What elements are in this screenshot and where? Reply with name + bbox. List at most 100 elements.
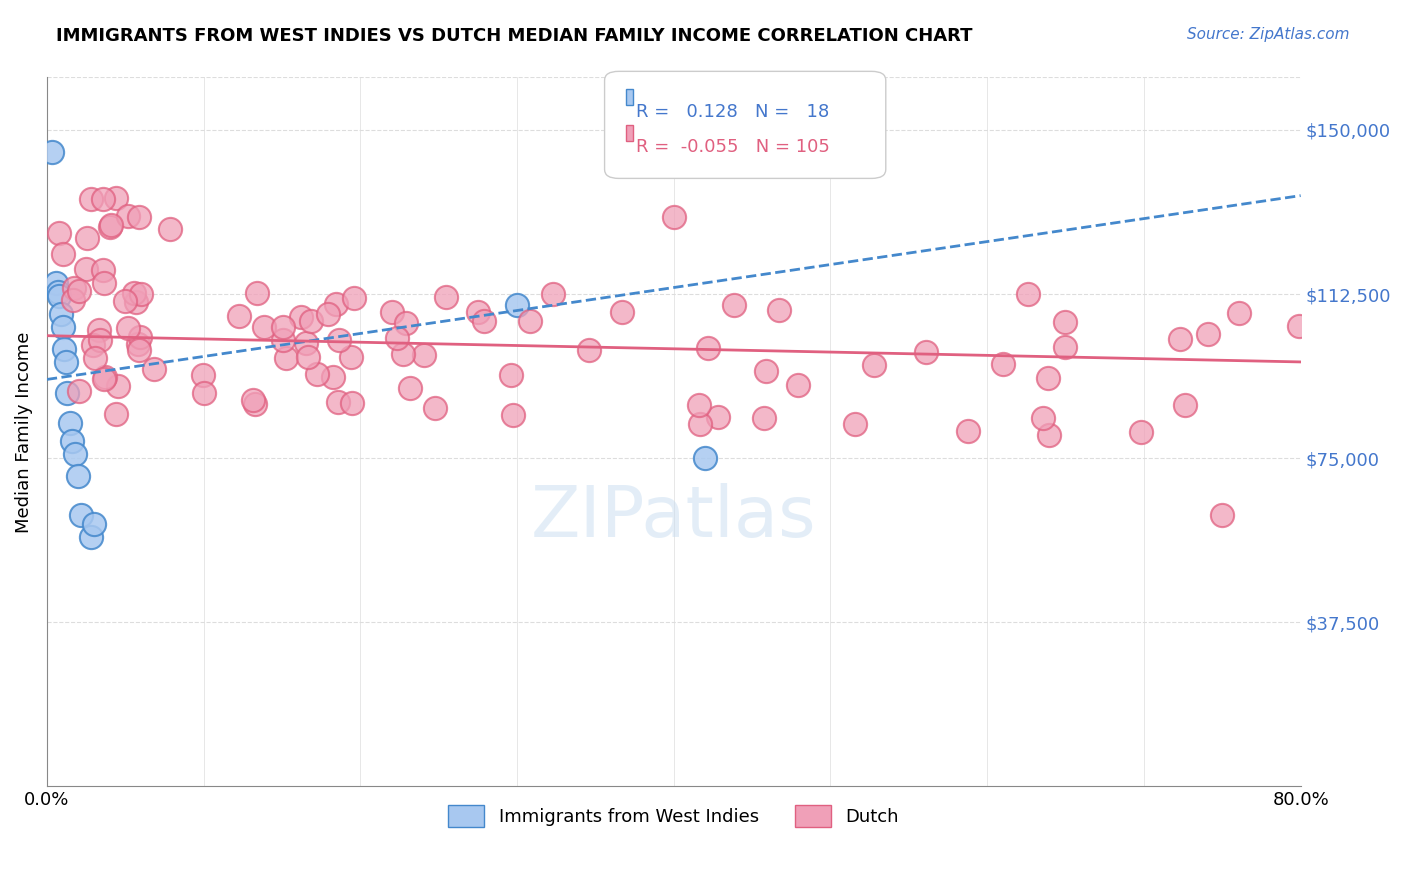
Point	[689, 417, 711, 431]
Point	[610, 305, 633, 319]
Point	[93, 370, 115, 384]
Point	[52, 247, 75, 261]
Point	[100, 218, 122, 232]
Point	[343, 291, 366, 305]
Point	[117, 210, 139, 224]
Point	[59, 416, 82, 430]
Point	[844, 417, 866, 432]
Point	[80, 530, 103, 544]
Point	[862, 358, 884, 372]
Point	[915, 344, 938, 359]
Point	[412, 348, 434, 362]
Point	[688, 399, 710, 413]
Point	[325, 297, 347, 311]
Text: R =   0.128   N =   18: R = 0.128 N = 18	[636, 103, 828, 120]
Point	[51, 319, 73, 334]
Point	[60, 434, 83, 448]
Point	[98, 220, 121, 235]
Point	[124, 295, 146, 310]
Text: ZIPatlas: ZIPatlas	[531, 483, 817, 551]
Point	[1168, 332, 1191, 346]
Point	[70, 508, 93, 522]
Point	[83, 516, 105, 531]
Point	[472, 314, 495, 328]
Point	[1384, 534, 1406, 549]
Point	[693, 451, 716, 466]
Point	[662, 211, 685, 225]
Point	[62, 293, 84, 308]
Point	[48, 226, 70, 240]
Point	[328, 333, 350, 347]
Point	[1211, 508, 1233, 522]
Point	[1130, 425, 1153, 439]
Text: IMMIGRANTS FROM WEST INDIES VS DUTCH MEDIAN FAMILY INCOME CORRELATION CHART: IMMIGRANTS FROM WEST INDIES VS DUTCH MED…	[56, 27, 973, 45]
Point	[755, 364, 778, 378]
Point	[274, 351, 297, 366]
Point	[502, 408, 524, 422]
Point	[707, 409, 730, 424]
Point	[245, 397, 267, 411]
Point	[322, 369, 344, 384]
Point	[423, 401, 446, 415]
Point	[752, 410, 775, 425]
Point	[87, 323, 110, 337]
Point	[67, 284, 90, 298]
Point	[193, 385, 215, 400]
Point	[696, 342, 718, 356]
Point	[541, 287, 564, 301]
Point	[467, 304, 489, 318]
Point	[392, 347, 415, 361]
Point	[159, 222, 181, 236]
Point	[122, 286, 145, 301]
Point	[228, 309, 250, 323]
Point	[768, 303, 790, 318]
Legend: Immigrants from West Indies, Dutch: Immigrants from West Indies, Dutch	[441, 797, 907, 834]
Point	[1017, 286, 1039, 301]
Point	[1038, 428, 1060, 442]
Point	[1288, 319, 1310, 334]
Point	[297, 350, 319, 364]
Point	[1197, 326, 1219, 341]
Point	[89, 334, 111, 348]
Point	[1174, 398, 1197, 412]
Point	[62, 281, 84, 295]
Text: Source: ZipAtlas.com: Source: ZipAtlas.com	[1187, 27, 1350, 42]
Point	[299, 314, 322, 328]
Point	[578, 343, 600, 358]
Point	[91, 192, 114, 206]
Point	[385, 331, 408, 345]
Point	[381, 305, 404, 319]
Point	[79, 192, 101, 206]
Point	[242, 392, 264, 407]
Point	[252, 320, 274, 334]
Point	[506, 298, 529, 312]
Point	[93, 276, 115, 290]
Point	[56, 385, 79, 400]
Point	[67, 384, 90, 399]
Point	[339, 350, 361, 364]
Point	[318, 307, 340, 321]
Point	[49, 307, 72, 321]
Point	[394, 316, 416, 330]
Point	[1053, 340, 1076, 354]
Point	[499, 368, 522, 383]
Point	[128, 210, 150, 224]
Point	[93, 372, 115, 386]
Point	[434, 290, 457, 304]
Point	[246, 285, 269, 300]
Point	[519, 314, 541, 328]
Point	[76, 231, 98, 245]
Point	[53, 342, 76, 356]
Point	[143, 362, 166, 376]
Point	[191, 368, 214, 383]
Point	[1227, 305, 1250, 319]
Point	[63, 447, 86, 461]
Point	[104, 407, 127, 421]
Point	[1032, 410, 1054, 425]
Point	[107, 379, 129, 393]
Point	[271, 333, 294, 347]
Point	[129, 286, 152, 301]
Point	[128, 330, 150, 344]
Point	[1038, 371, 1060, 385]
Point	[295, 335, 318, 350]
